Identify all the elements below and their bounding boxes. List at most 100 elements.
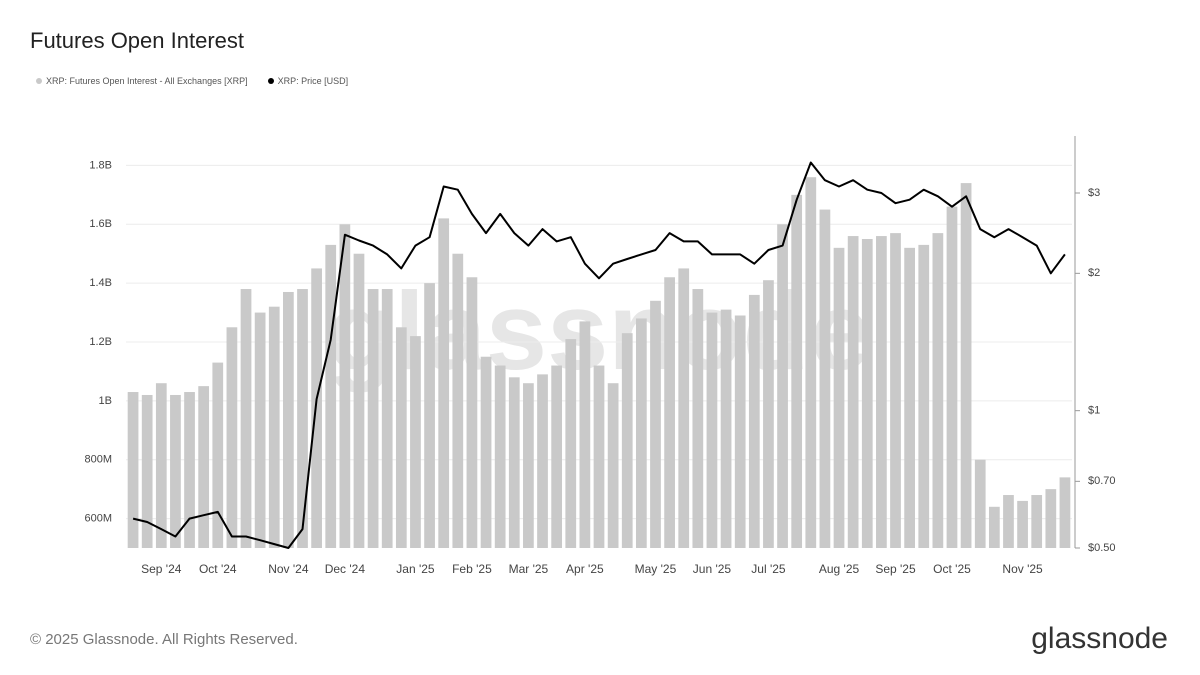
bar (339, 224, 351, 549)
bar (184, 392, 195, 548)
bar (974, 459, 986, 548)
y-tick-label: 1B (99, 395, 112, 407)
y2-tick-label: $1 (1088, 405, 1100, 417)
bar (692, 289, 704, 548)
bar (635, 318, 647, 548)
bar (381, 289, 393, 548)
bar (226, 327, 238, 548)
bar (353, 253, 365, 548)
y2-tick-label: $0.70 (1088, 475, 1116, 487)
bar (861, 239, 873, 548)
bar (890, 233, 901, 548)
bar (706, 312, 718, 548)
bar (565, 339, 577, 548)
y2-tick-label: $3 (1088, 187, 1100, 199)
bar (734, 315, 746, 548)
bar (946, 206, 958, 548)
y-tick-label: 1.2B (89, 336, 112, 348)
logo: glassnode (1031, 622, 1168, 655)
bar (763, 280, 774, 548)
x-tick-label: Aug '25 (819, 562, 860, 576)
bar (494, 365, 506, 548)
bar (551, 365, 563, 548)
bar (367, 289, 379, 548)
bar (198, 386, 210, 548)
x-tick-label: Mar '25 (509, 562, 549, 576)
bar (424, 283, 435, 548)
y-tick-label: 1.4B (89, 277, 112, 289)
bar (1031, 495, 1043, 548)
bar (847, 236, 859, 549)
bar (325, 244, 337, 548)
bar (932, 233, 944, 548)
bar (283, 291, 294, 548)
bar (212, 362, 224, 548)
bar (395, 327, 407, 548)
x-tick-label: Sep '25 (875, 562, 916, 576)
price-line (132, 161, 1066, 549)
bar (988, 506, 1000, 548)
bar (1003, 495, 1014, 548)
x-tick-label: Dec '24 (325, 562, 366, 576)
x-tick-label: Jul '25 (751, 562, 786, 576)
x-tick-label: Oct '24 (199, 562, 237, 576)
legend: XRP: Futures Open Interest - All Exchang… (36, 76, 348, 86)
legend-item: XRP: Futures Open Interest - All Exchang… (36, 76, 248, 86)
bar (720, 309, 732, 548)
legend-swatch (267, 78, 274, 84)
bar (523, 383, 534, 548)
x-tick-label: May '25 (635, 562, 677, 576)
bar (960, 183, 972, 549)
bar (297, 289, 308, 548)
bar (452, 253, 464, 548)
x-tick-label: Jan '25 (396, 562, 435, 576)
bar (508, 377, 520, 548)
x-tick-label: Feb '25 (452, 562, 492, 576)
x-tick-label: Nov '24 (268, 562, 309, 576)
bar (791, 194, 803, 548)
bar (480, 356, 492, 548)
bar (1059, 477, 1071, 548)
bar (579, 321, 591, 548)
legend-item: XRP: Price [USD] (267, 76, 349, 86)
legend-label: XRP: Price [USD] (277, 76, 349, 86)
bar (777, 224, 788, 549)
bar (748, 294, 760, 548)
bar (833, 247, 845, 549)
y-tick-label: 800M (84, 454, 112, 466)
bar (819, 209, 831, 549)
bar (1017, 500, 1028, 548)
bar (918, 244, 930, 548)
y-tick-label: 600M (84, 512, 112, 524)
chart-title: Futures Open Interest (30, 28, 244, 53)
bar (127, 392, 139, 548)
bar (141, 394, 153, 548)
y-tick-label: 1.8B (89, 159, 112, 171)
bar (607, 383, 619, 548)
bar (664, 277, 675, 548)
legend-label: XRP: Futures Open Interest - All Exchang… (46, 76, 248, 86)
x-tick-label: Apr '25 (566, 562, 604, 576)
bar (1045, 489, 1057, 548)
bar (254, 312, 266, 548)
bar (678, 268, 690, 548)
y-tick-label: 1.6B (89, 218, 112, 230)
bar (805, 177, 817, 548)
x-tick-label: Nov '25 (1002, 562, 1043, 576)
legend-swatch (36, 78, 42, 84)
x-tick-label: Oct '25 (933, 562, 971, 576)
bar (621, 333, 633, 548)
bar (650, 300, 661, 548)
bar (410, 336, 421, 548)
bar (438, 218, 450, 548)
x-tick-label: Sep '24 (141, 562, 182, 576)
bar (155, 383, 167, 548)
bar (876, 236, 887, 549)
x-tick-label: Jun '25 (693, 562, 732, 576)
bar (268, 306, 280, 548)
bar (466, 277, 478, 548)
bar (240, 289, 252, 548)
bar (537, 374, 548, 548)
